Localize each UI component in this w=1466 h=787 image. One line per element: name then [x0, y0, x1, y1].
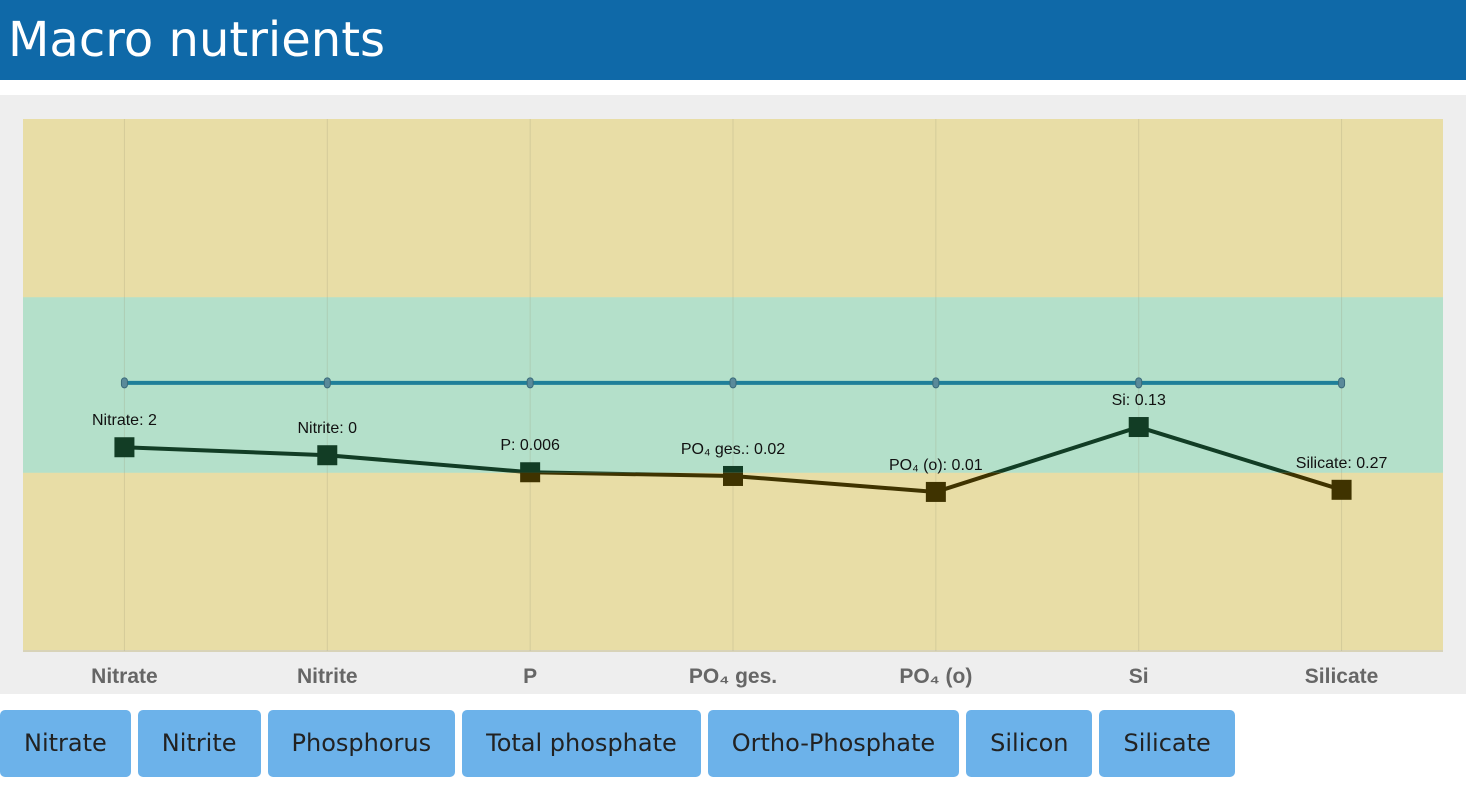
- data-point: [1128, 417, 1149, 438]
- page-title: Macro nutrients: [0, 0, 1466, 80]
- button-total-phosphate[interactable]: Total phosphate: [462, 710, 701, 777]
- data-label: Silicate: 0.27: [1296, 455, 1388, 472]
- data-point: [520, 462, 541, 473]
- target-point: [120, 377, 128, 389]
- x-tick-label: Nitrite: [297, 665, 358, 688]
- button-nitrite[interactable]: Nitrite: [137, 710, 261, 777]
- x-tick-label: Nitrate: [91, 665, 158, 688]
- data-point: [317, 445, 338, 466]
- button-nitrate[interactable]: Nitrate: [0, 710, 131, 777]
- target-point: [526, 377, 534, 389]
- button-silicon[interactable]: Silicon: [966, 710, 1093, 777]
- data-label: P: 0.006: [500, 437, 560, 454]
- x-tick-label: Silicate: [1305, 665, 1379, 688]
- button-phosphorus[interactable]: Phosphorus: [267, 710, 456, 777]
- data-point: [114, 437, 135, 458]
- target-point: [323, 377, 331, 389]
- target-point: [1338, 377, 1346, 389]
- data-point: [925, 481, 946, 502]
- data-label: Si: 0.13: [1112, 392, 1166, 409]
- data-label: Nitrate: 2: [92, 412, 157, 429]
- data-label: Nitrite: 0: [297, 420, 357, 437]
- data-point: [1331, 479, 1352, 500]
- target-point: [1135, 377, 1143, 389]
- x-tick-label: PO₄ ges.: [689, 665, 777, 688]
- nutrient-button-bar: Nitrate Nitrite Phosphorus Total phosphate O…: [0, 710, 1235, 777]
- button-silicate[interactable]: Silicate: [1099, 710, 1235, 777]
- nutrient-chart: Nitrate Nitrite P PO₄ ges. PO₄ (o) Si Silicate…: [23, 119, 1443, 688]
- x-tick-label: PO₄ (o): [899, 665, 972, 688]
- button-ortho-phosphate[interactable]: Ortho-Phosphate: [707, 710, 960, 777]
- target-point: [729, 377, 737, 389]
- x-tick-label: Si: [1129, 665, 1149, 688]
- data-label: PO₄ (o): 0.01: [889, 457, 983, 474]
- data-label: PO₄ ges.: 0.02: [681, 441, 785, 458]
- data-point: [723, 465, 743, 473]
- x-tick-label: P: [523, 665, 537, 688]
- target-point: [932, 377, 940, 389]
